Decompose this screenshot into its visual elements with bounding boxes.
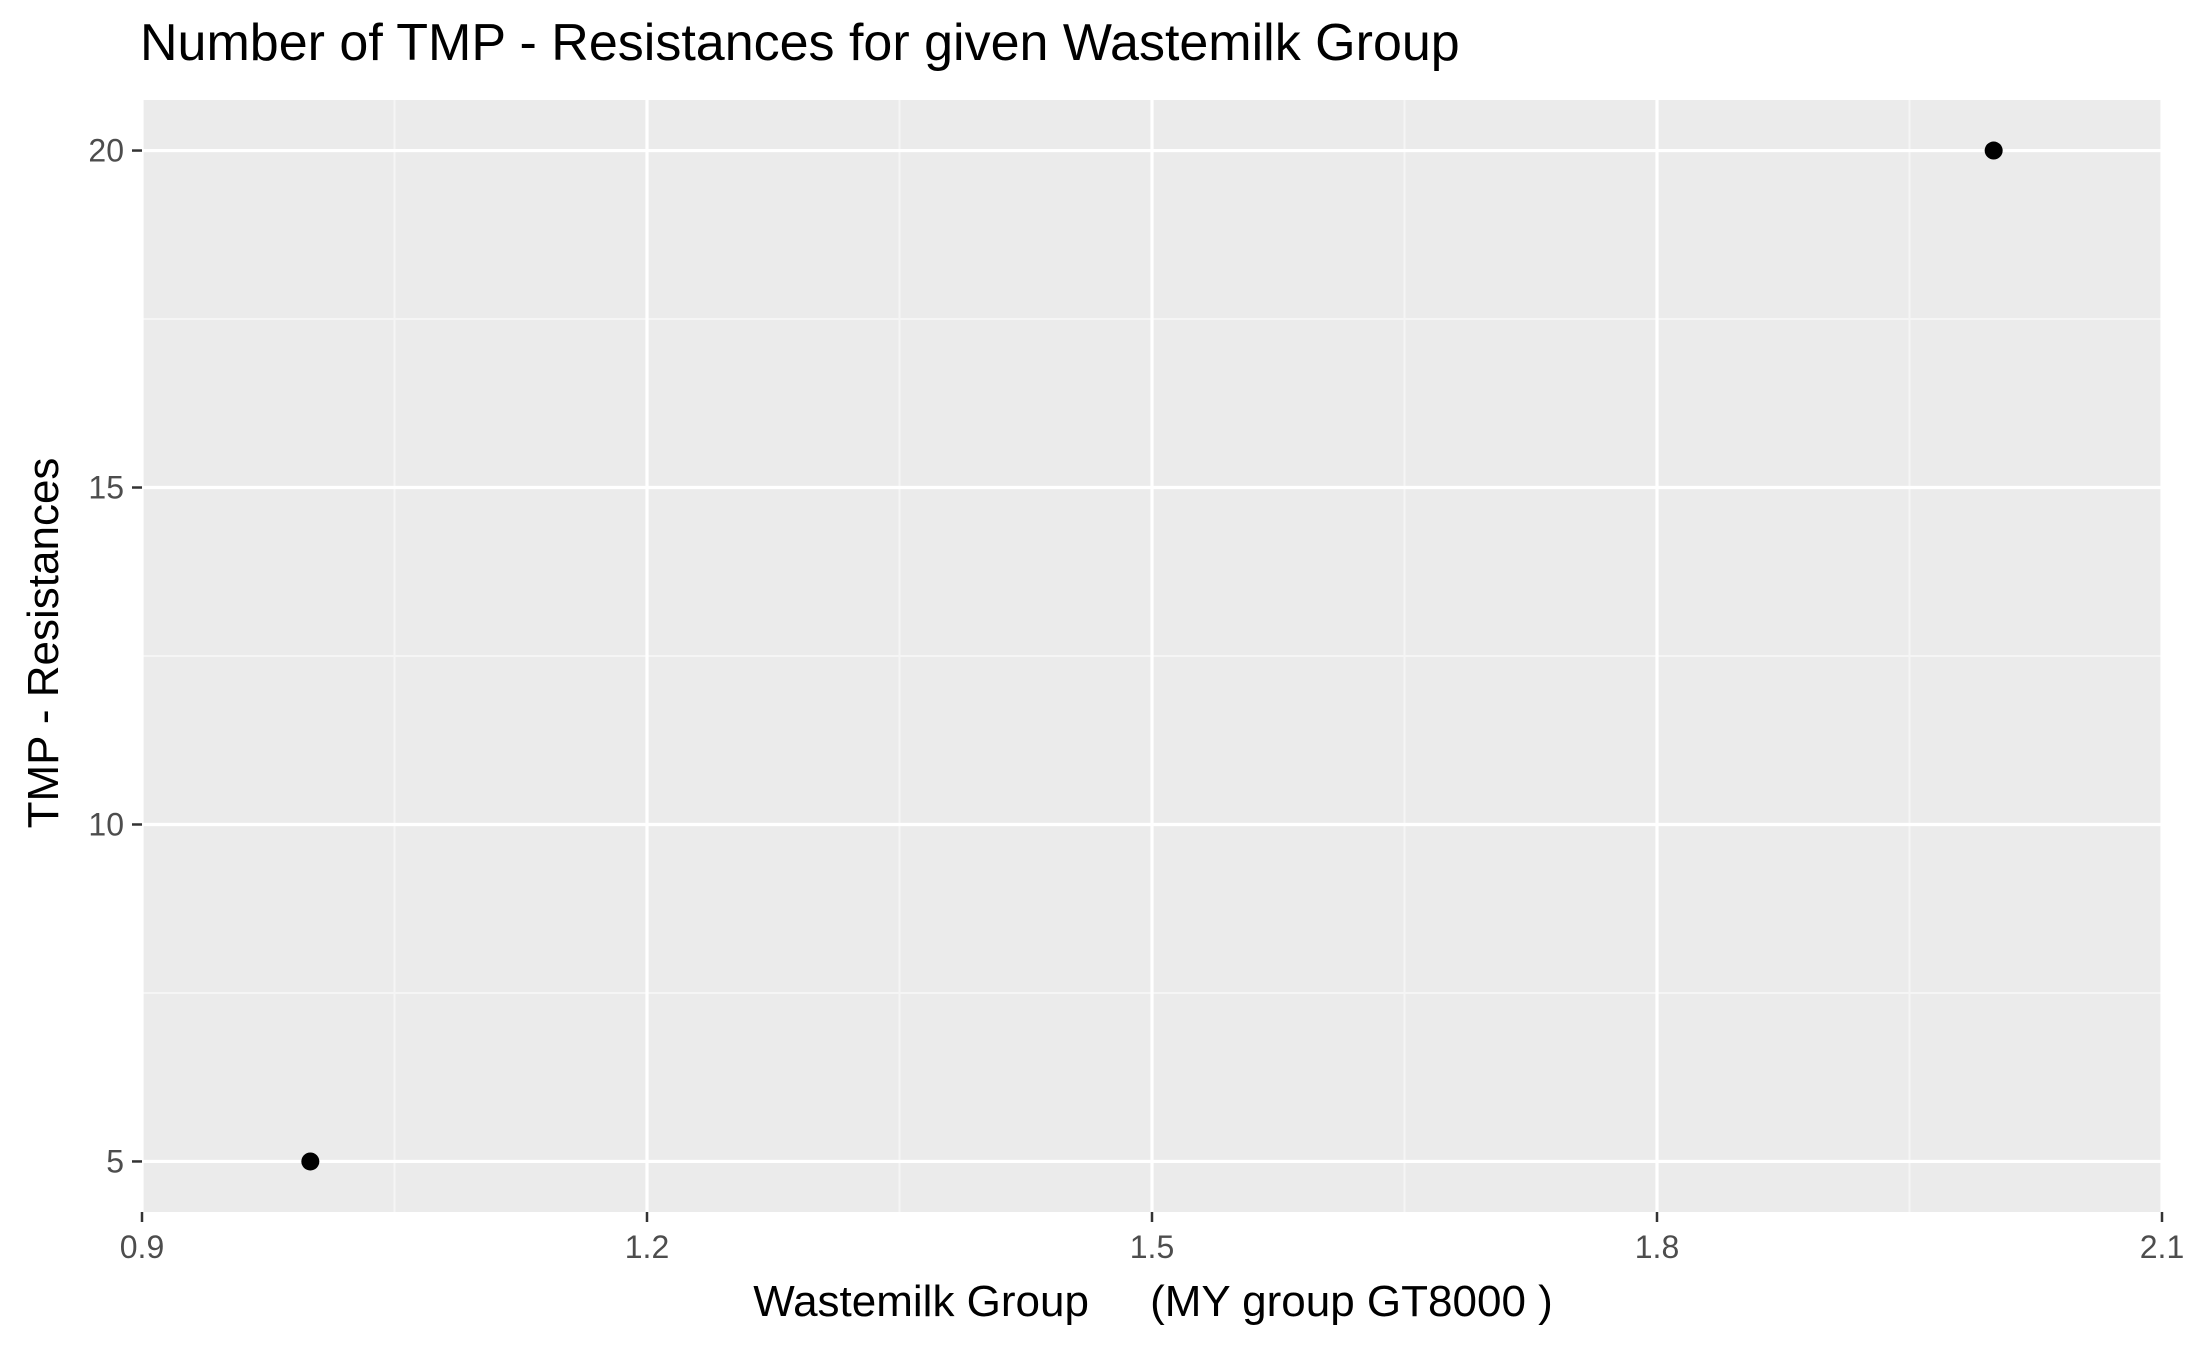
y-tick-label: 15 (88, 470, 124, 506)
x-tick-label: 1.8 (1635, 1229, 1679, 1265)
y-tick-label: 20 (88, 133, 124, 169)
x-tick-label: 1.2 (625, 1229, 669, 1265)
x-axis-title: Wastemilk Group (MY group GT8000 ) (753, 1277, 1553, 1326)
data-point (301, 1152, 320, 1171)
y-tick-label: 10 (88, 806, 124, 842)
chart-title: Number of TMP - Resistances for given Wa… (140, 14, 1460, 72)
major-gridlines (140, 100, 2164, 1212)
y-axis: 5 10 15 20 (88, 133, 142, 1179)
data-points (301, 141, 2003, 1171)
x-axis: 0.9 1.2 1.5 1.8 2.1 (120, 1212, 2184, 1265)
x-tick-label: 0.9 (120, 1229, 164, 1265)
x-tick-label: 1.5 (1130, 1229, 1174, 1265)
x-tick-label: 2.1 (2140, 1229, 2184, 1265)
data-point (1984, 141, 2003, 160)
y-tick-label: 5 (106, 1143, 124, 1179)
y-axis-title: TMP - Resistances (19, 458, 68, 829)
